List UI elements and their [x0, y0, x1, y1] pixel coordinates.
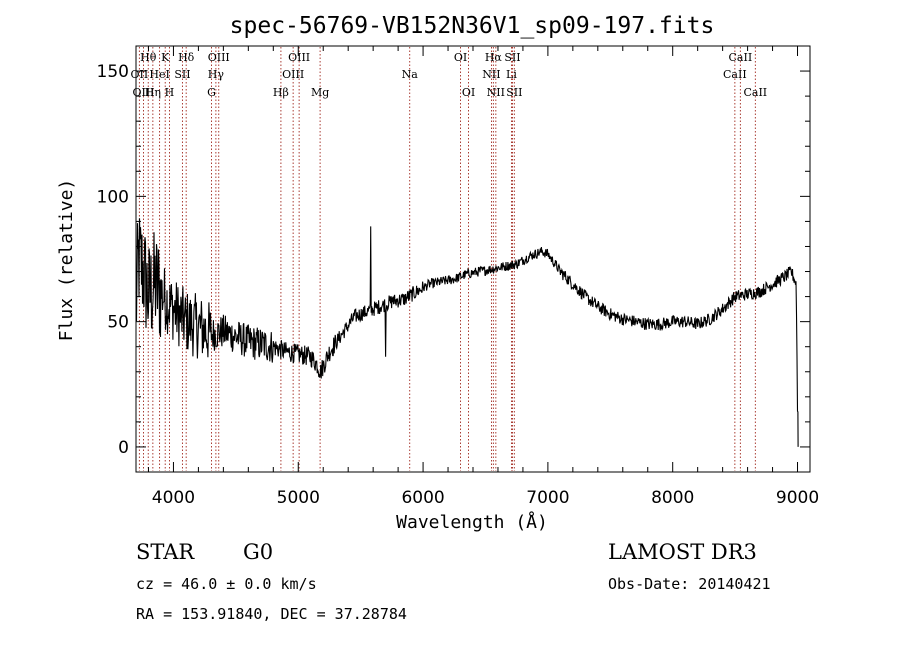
y-tick-label: 0: [118, 438, 129, 458]
spectral-line-label: CaII: [729, 51, 753, 64]
spectral-line-label: Hβ: [273, 86, 289, 99]
y-axis-label: Flux (relative): [56, 179, 77, 342]
spectral-line-label: CaII: [743, 86, 767, 99]
spectral-line-label: Hη: [145, 86, 161, 99]
coordinates: RA = 153.91840, DEC = 37.28784: [136, 605, 407, 623]
spectral-line-label: Hδ: [178, 51, 195, 64]
spectral-line-label: SII: [504, 51, 520, 64]
spectral-line-label: SII: [174, 68, 190, 81]
plot-frame: [135, 45, 811, 473]
x-tick-label: 4000: [152, 488, 195, 508]
chart-title: spec-56769-VB152N36V1_sp09-197.fits: [230, 13, 715, 39]
spectral-line-label: Hθ: [140, 51, 157, 64]
spectral-line-label: Hγ: [208, 68, 225, 81]
spectral-line-label: Hα: [485, 51, 503, 64]
spectral-line-label: OIII: [282, 68, 304, 81]
y-tick-label: 100: [97, 187, 129, 207]
spectral-line-label: HeI: [149, 68, 169, 81]
x-axis-label: Wavelength (Å): [396, 511, 548, 533]
spectrum-series: [135, 218, 799, 447]
obs-date: Obs-Date: 20140421: [608, 575, 771, 593]
y-tick-label: 150: [97, 62, 129, 82]
x-tick-label: 5000: [277, 488, 320, 508]
spectral-line-label: OII: [131, 68, 149, 81]
spectral-line-label: Na: [402, 68, 419, 81]
spectral-line-label: K: [161, 51, 170, 64]
spectral-line-label: SII: [506, 86, 522, 99]
spectral-line-label: H: [165, 86, 175, 99]
spectral-line-label: OI: [454, 51, 467, 64]
spectral-line-label: Li: [506, 68, 517, 81]
spectral-subclass: G0: [243, 540, 273, 564]
redshift-text: cz = 46.0 ± 0.0 km/s: [136, 575, 317, 593]
x-tick-label: 6000: [401, 488, 444, 508]
survey-label: LAMOST DR3: [608, 540, 757, 564]
spectral-line-label: OI: [462, 86, 475, 99]
x-tick-label: 9000: [776, 488, 819, 508]
axis-ticks: 4000 5000 6000 7000 8000 9000 0 50 100 150: [97, 45, 819, 508]
spectral-line-label: NII: [487, 86, 505, 99]
spectral-line-label: G: [207, 86, 216, 99]
spectrum-line: [135, 218, 799, 447]
object-class: STAR: [136, 540, 195, 564]
spectral-line-label: OIII: [208, 51, 230, 64]
spectral-line-label: CaII: [723, 68, 747, 81]
spectral-line-label: OIII: [132, 86, 154, 99]
spectral-line-label: NII: [482, 68, 500, 81]
x-tick-label: 8000: [651, 488, 694, 508]
spectral-line-label: OIII: [288, 51, 310, 64]
line-marker-group: [138, 47, 756, 471]
x-tick-label: 7000: [526, 488, 569, 508]
y-tick-label: 50: [107, 313, 129, 333]
spectral-line-label: Mg: [311, 86, 329, 99]
